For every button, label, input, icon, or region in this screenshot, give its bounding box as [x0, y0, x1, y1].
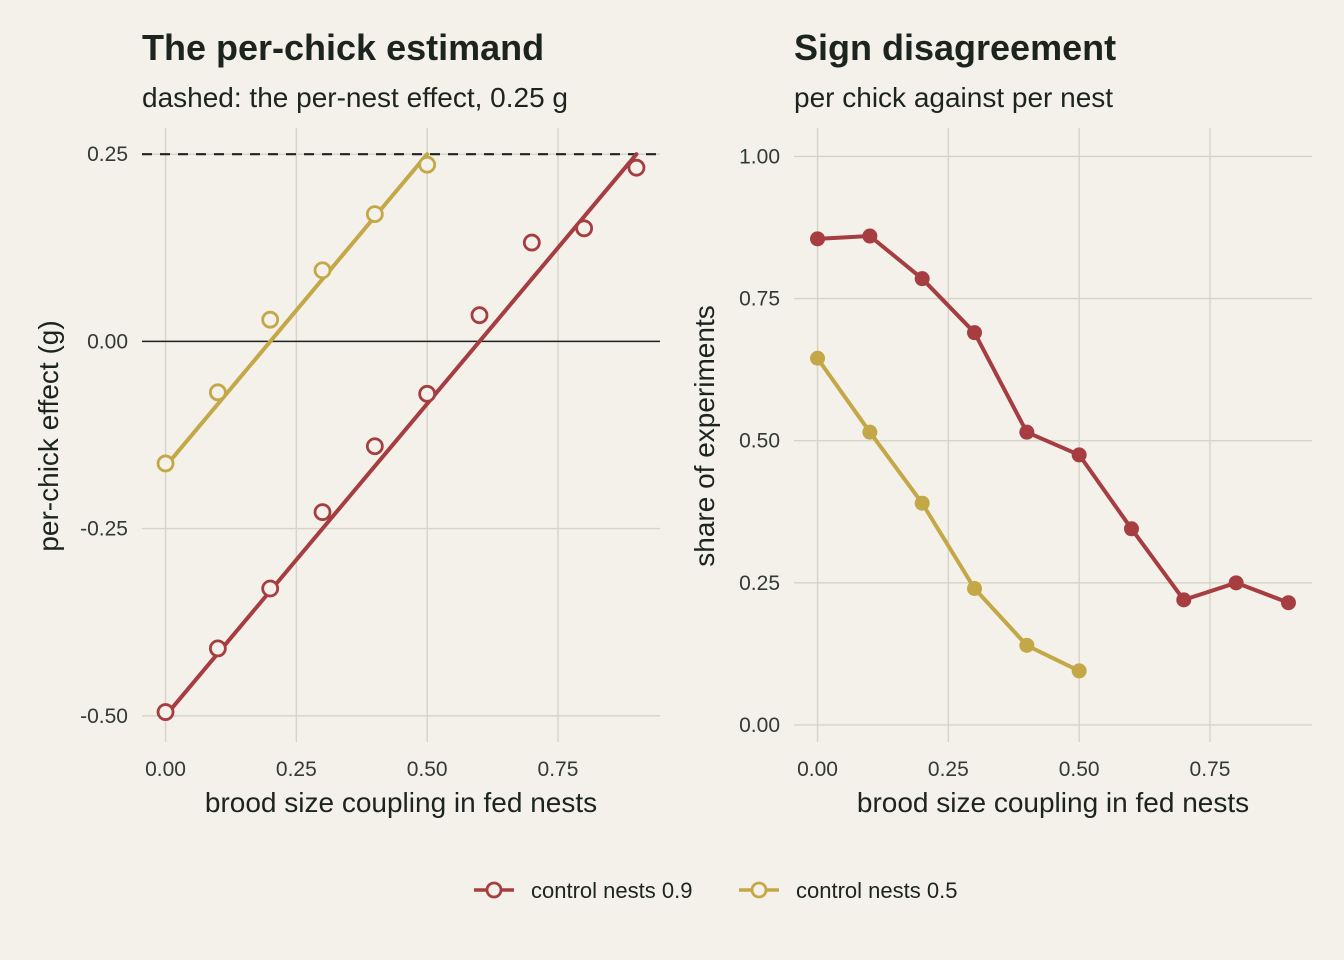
fit-line [163, 152, 430, 469]
x-tick-label: 0.00 [797, 758, 838, 781]
data-point [313, 261, 332, 280]
x-axis-label: brood size coupling in fed nests [857, 787, 1249, 818]
y-tick-label: -0.50 [80, 705, 128, 728]
x-tick-label: 0.75 [1190, 758, 1231, 781]
data-point [1228, 575, 1244, 591]
data-point [1123, 521, 1139, 537]
panel-subtitle: per chick against per nest [794, 82, 1113, 113]
panel-per-chick-estimand: The per-chick estimand dashed: the per-n… [33, 27, 660, 818]
x-tick-label: 0.25 [276, 758, 317, 781]
data-point [365, 205, 384, 224]
data-point [208, 383, 227, 402]
data-point [967, 581, 983, 596]
data-point [1176, 592, 1192, 608]
y-tick-label: 0.00 [87, 330, 128, 353]
legend: control nests 0.9 control nests 0.5 [474, 878, 957, 903]
data-point [1019, 424, 1035, 440]
panel-title: Sign disagreement [794, 27, 1116, 68]
legend-label: control nests 0.9 [531, 878, 692, 903]
x-tick-label: 0.75 [538, 758, 579, 781]
data-point [1280, 595, 1296, 611]
series [156, 152, 646, 721]
legend-label: control nests 0.5 [796, 878, 957, 903]
legend-marker-swatch [485, 881, 503, 899]
y-tick-label: 1.00 [739, 145, 780, 168]
data-point [810, 350, 826, 366]
data-point [1071, 447, 1087, 463]
reference-lines [142, 153, 660, 343]
legend-marker-swatch [750, 881, 768, 899]
x-tick-label: 0.50 [407, 758, 448, 781]
data-point [418, 384, 437, 403]
y-tick-label: 0.25 [739, 572, 780, 595]
x-tick-label: 0.00 [145, 758, 186, 781]
data-point [810, 231, 826, 247]
data-point [156, 703, 175, 721]
y-tick-label: 0.75 [739, 288, 780, 311]
series-line [815, 357, 1081, 673]
data-point [914, 271, 930, 287]
data-point [967, 325, 983, 341]
panel-sign-disagreement: Sign disagreement per chick against per … [689, 27, 1312, 818]
data-point [862, 228, 878, 244]
series [810, 228, 1296, 679]
legend-item-control-09: control nests 0.9 [474, 878, 692, 903]
data-point [862, 424, 878, 440]
data-point [575, 219, 594, 238]
data-point [156, 454, 175, 473]
data-point [1019, 637, 1035, 653]
data-point [470, 306, 489, 325]
y-tick-label: -0.25 [80, 518, 128, 541]
x-tick-label: 0.25 [928, 758, 969, 781]
data-point [313, 503, 332, 522]
fit-line [163, 152, 639, 718]
series-control-nests-09 [810, 228, 1296, 611]
y-tick-label: 0.50 [739, 430, 780, 453]
tick-labels: 0.00 0.25 0.50 0.75 0.00 0.25 0.50 0.75 1.00 [739, 145, 1230, 781]
data-point [261, 310, 280, 329]
series-control-nests-09 [156, 152, 646, 721]
y-tick-label: 0.00 [739, 714, 780, 737]
data-point [627, 158, 646, 177]
series-line [817, 234, 1290, 605]
panel-title: The per-chick estimand [142, 27, 544, 68]
data-point [1071, 663, 1087, 679]
x-axis-label: brood size coupling in fed nests [205, 787, 597, 818]
panel-subtitle: dashed: the per-nest effect, 0.25 g [142, 82, 568, 113]
tick-labels: 0.00 0.25 0.50 0.75 -0.50 -0.25 0.00 0.25 [80, 143, 578, 781]
data-point [418, 155, 437, 174]
data-point [522, 233, 541, 252]
series-control-nests-05 [810, 350, 1087, 679]
y-axis-label: share of experiments [689, 305, 720, 566]
x-tick-label: 0.50 [1059, 758, 1100, 781]
series-control-nests-05 [156, 152, 437, 473]
data-point [261, 579, 280, 598]
data-point [365, 437, 384, 456]
data-point [914, 495, 930, 511]
legend-item-control-05: control nests 0.5 [739, 878, 957, 903]
grid [794, 128, 1312, 742]
y-tick-label: 0.25 [87, 143, 128, 166]
y-axis-label: per-chick effect (g) [33, 320, 64, 551]
data-point [208, 639, 227, 658]
